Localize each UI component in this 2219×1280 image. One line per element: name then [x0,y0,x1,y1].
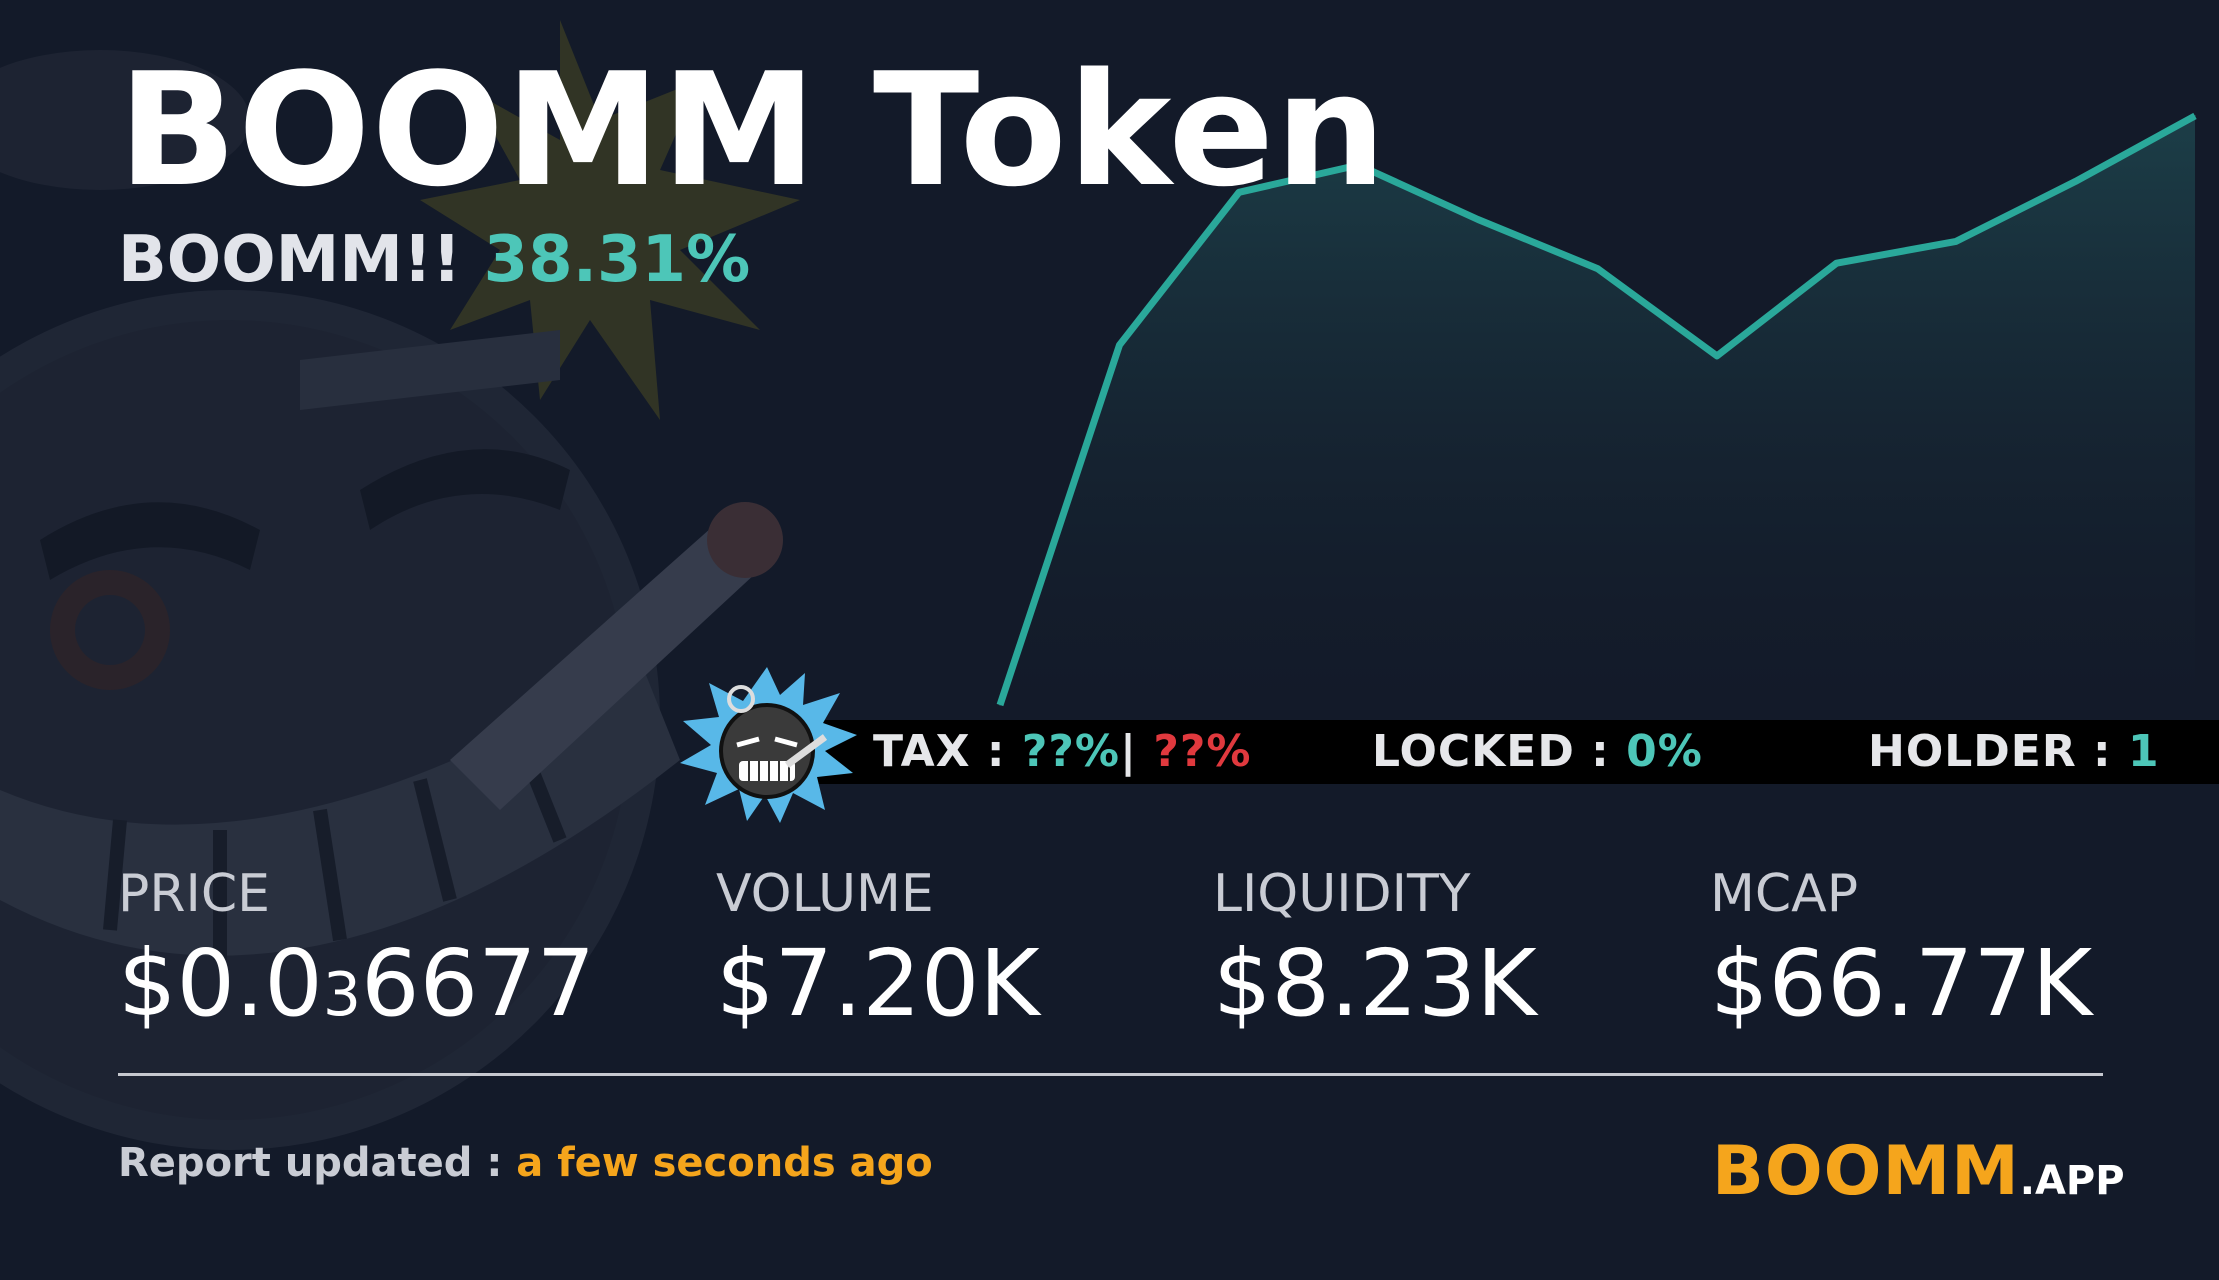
chart-point-1 [1119,344,1120,346]
info-strip [800,720,2219,784]
chart-point-9 [2075,180,2076,182]
liquidity-label: LIQUIDITY [1213,864,1471,924]
price-value: $0.036677 [118,938,595,1030]
tax-sell-value: ??% [1153,726,1252,777]
chart-point-6 [1716,355,1718,357]
brand-logo: BOOMM.APP [1712,1138,2125,1206]
mcap-value: $66.77K [1710,930,2093,1037]
holder-value: 1 [2127,726,2160,777]
price-zero-count: 3 [322,960,362,1030]
holder-label: HOLDER : [1868,726,2128,777]
mcap-label: MCAP [1710,864,1859,924]
price-label: PRICE [118,864,270,924]
chart-area-fill [1000,115,2195,705]
bomb-mascot-icon [0,20,800,1150]
liquidity-value: $8.23K [1213,930,1537,1037]
price-digits: 6677 [361,930,596,1037]
token-name-title: BOOMM Token [118,39,1388,221]
price-prefix: $0.0 [118,930,323,1037]
token-subtitle: BOOMM!! 38.31% [118,228,750,292]
report-time: a few seconds ago [516,1140,933,1186]
brand-suffix: .APP [2019,1158,2125,1204]
locked-info: LOCKED : 0% [1372,720,1703,784]
locked-label: LOCKED : [1372,726,1627,777]
divider [118,1073,2103,1076]
bomb-badge-icon [680,667,857,823]
chart-point-7 [1836,262,1837,264]
report-label: Report updated : [118,1140,517,1186]
chart-point-0 [999,704,1001,706]
subtitle-label: BOOMM!! [118,223,462,297]
chart-point-10 [2194,115,2196,117]
chart-point-4 [1477,219,1479,220]
tax-info: TAX : ??%| ??% [873,720,1251,784]
chart-point-8 [1955,240,1957,242]
tax-separator: | [1119,726,1154,777]
brand-main: BOOMM [1712,1132,2020,1211]
tax-buy-value: ??% [1021,726,1120,777]
tax-label: TAX : [873,726,1022,777]
chart-point-5 [1597,268,1598,270]
chart-point-3 [1358,164,1359,166]
volume-value: $7.20K [716,930,1040,1037]
chart-point-2 [1238,191,1240,193]
change-percent: 38.31% [483,223,751,297]
locked-value: 0% [1626,726,1703,777]
holder-info: HOLDER : 1 [1868,720,2160,784]
volume-label: VOLUME [716,864,934,924]
report-updated: Report updated : a few seconds ago [118,1143,933,1183]
